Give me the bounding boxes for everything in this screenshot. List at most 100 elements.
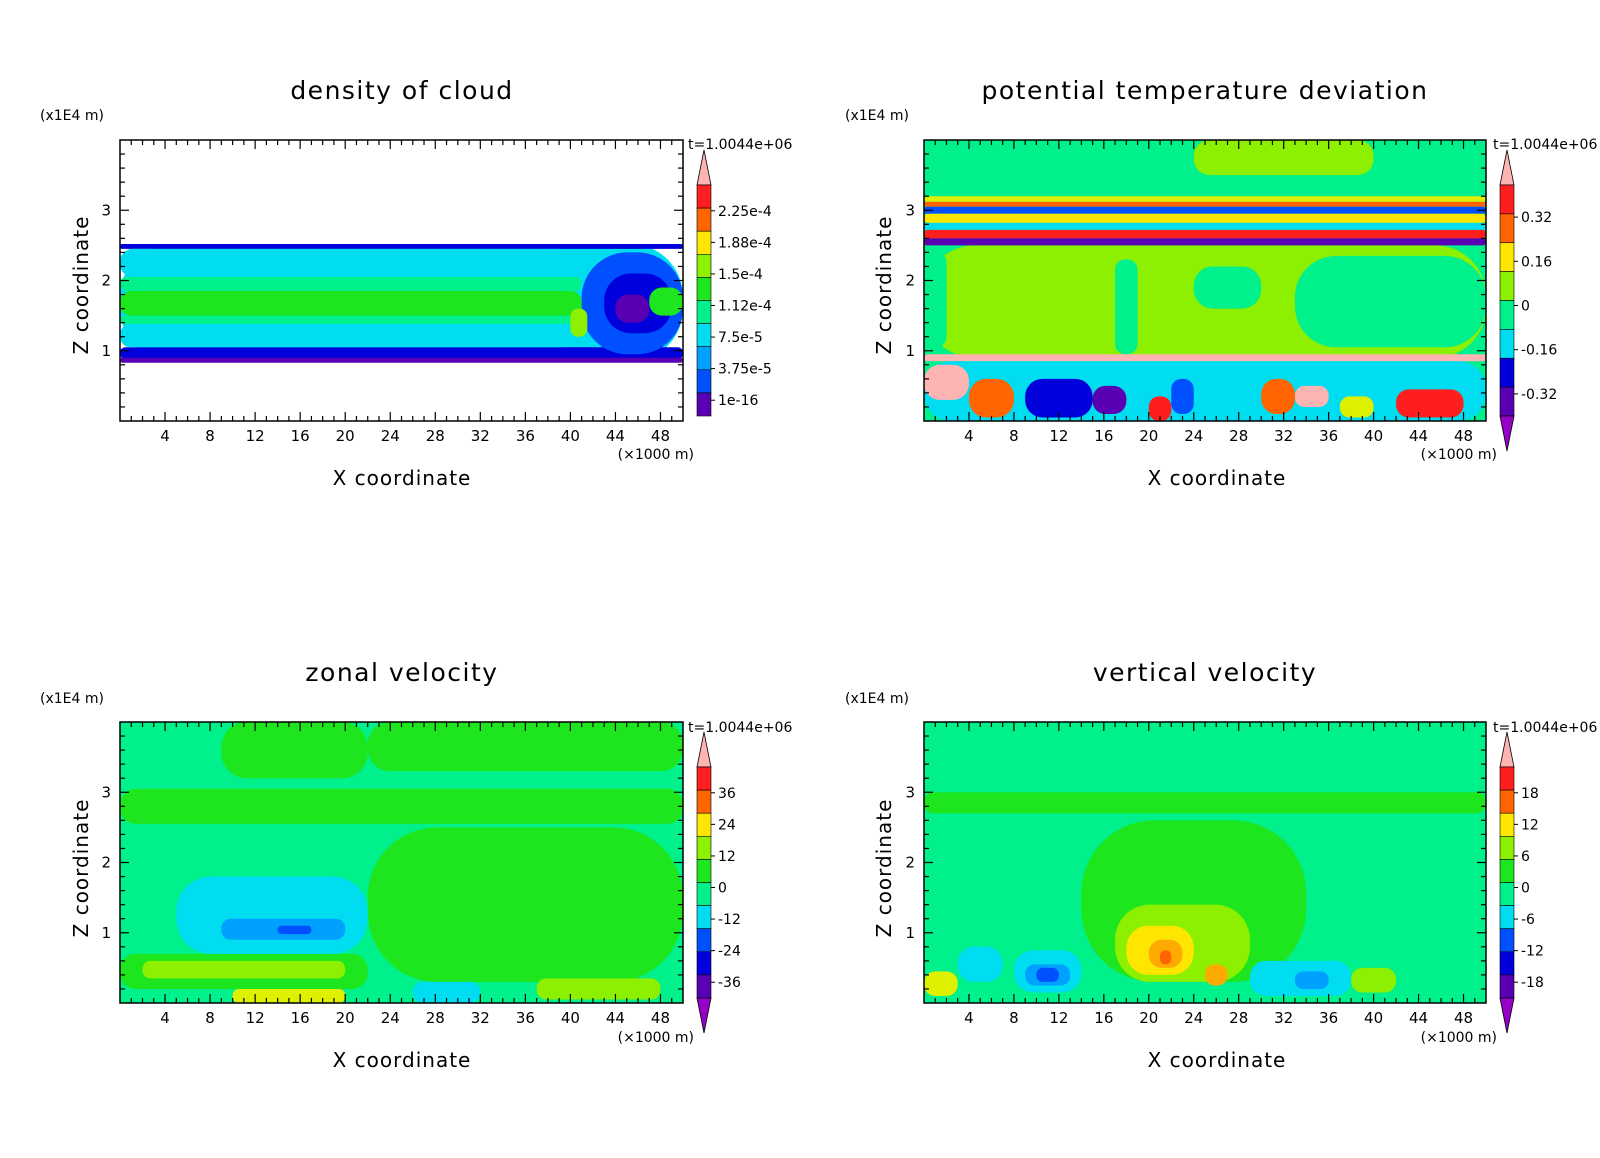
colorbar-arrow-bottom (696, 997, 712, 1034)
contour-region (277, 925, 312, 935)
contour-region (120, 315, 582, 325)
colorbar-segment (1499, 905, 1515, 929)
colorbar-segment (1499, 882, 1515, 906)
colorbar-label: 0.16 (1521, 254, 1552, 270)
x-tick-label: 16 (1094, 1009, 1113, 1027)
x-axis-label: X coordinate (1148, 466, 1287, 490)
colorbar-label: 0 (1521, 299, 1530, 315)
contour-region (1339, 396, 1374, 418)
x-unit-label: (×1000 m) (1421, 447, 1497, 463)
x-tick-label: 8 (205, 427, 215, 445)
contour-region (1160, 950, 1172, 965)
y-unit-label: (x1E4 m) (40, 108, 104, 124)
colorbar-segment (696, 951, 712, 976)
contour-region (221, 722, 368, 779)
chart-title: vertical velocity (1093, 658, 1317, 687)
colorbar-segment (696, 207, 712, 232)
contour-region (924, 213, 1486, 223)
colorbar-label: 1.12e-4 (718, 299, 772, 315)
x-tick-label: 48 (651, 427, 670, 445)
x-tick-label: 20 (336, 1009, 355, 1027)
colorbar-segment (1499, 357, 1515, 388)
x-tick-label: 4 (160, 1009, 170, 1027)
colorbar-label: -36 (718, 975, 741, 991)
colorbar-label: -12 (1521, 944, 1544, 960)
colorbar-segment (1499, 242, 1515, 272)
x-tick-label: 32 (471, 427, 490, 445)
contour-region (957, 946, 1003, 982)
colorbar-segment (696, 369, 712, 394)
x-tick-label: 24 (1184, 427, 1203, 445)
y-tick-label: 3 (905, 201, 915, 219)
x-unit-label: (×1000 m) (618, 1030, 694, 1046)
colorbar-segment (696, 184, 712, 209)
panel-vertical-velocity: vertical velocity (x1E4 m) t=1.0044e+06 … (845, 658, 1597, 1072)
colorbar-segment (696, 323, 712, 348)
colorbar-segment (696, 392, 712, 417)
x-tick-label: 40 (1364, 427, 1383, 445)
contour-region (176, 876, 368, 954)
colorbar-segment (1499, 859, 1515, 883)
x-tick-label: 48 (1454, 1009, 1473, 1027)
colorbar-segment (1499, 271, 1515, 301)
contour-region (924, 792, 1486, 814)
contour-field (924, 140, 1486, 421)
chart-title: density of cloud (290, 76, 513, 105)
colorbar-label: 1e-16 (718, 393, 758, 409)
x-tick-label: 36 (1319, 427, 1338, 445)
x-tick-label: 48 (651, 1009, 670, 1027)
x-tick-label: 32 (471, 1009, 490, 1027)
y-tick-label: 1 (905, 924, 915, 942)
y-axis-label: Z coordinate (69, 216, 93, 355)
y-tick-label: 3 (101, 201, 111, 219)
contour-region (649, 287, 683, 316)
contour-region (1396, 389, 1464, 418)
contour-region (232, 988, 346, 1003)
x-tick-label: 12 (246, 427, 265, 445)
contour-region (367, 827, 683, 982)
contour-region (1115, 259, 1138, 355)
contour-region (615, 294, 650, 323)
x-tick-label: 20 (1139, 1009, 1158, 1027)
x-tick-label: 28 (1229, 1009, 1248, 1027)
x-tick-label: 16 (291, 1009, 310, 1027)
y-unit-label: (x1E4 m) (845, 108, 909, 124)
time-label: t=1.0044e+06 (1493, 137, 1597, 153)
contour-region (1025, 378, 1093, 418)
colorbar-label: 2.25e-4 (718, 204, 772, 220)
x-tick-label: 24 (1184, 1009, 1203, 1027)
colorbar-segment (1499, 812, 1515, 837)
contour-region (536, 978, 661, 1000)
x-tick-label: 28 (426, 1009, 445, 1027)
colorbar-segment (1499, 835, 1515, 860)
colorbar-segment (1499, 951, 1515, 976)
x-tick-label: 48 (1454, 427, 1473, 445)
colorbar-segment (1499, 974, 1515, 999)
contour-region (120, 324, 571, 348)
contour-region (968, 378, 1014, 418)
colorbar-segment (696, 835, 712, 860)
colorbar-label: 0 (1521, 881, 1530, 897)
colorbar-label: -18 (1521, 975, 1544, 991)
contour-region (120, 291, 582, 316)
colorbar-segment (696, 974, 712, 999)
colorbar-label: 12 (718, 849, 736, 865)
colorbar-segment (696, 905, 712, 929)
x-tick-label: 16 (291, 427, 310, 445)
contour-region (570, 308, 588, 337)
y-tick-label: 3 (905, 783, 915, 801)
x-tick-label: 16 (1094, 427, 1113, 445)
contour-region (1351, 967, 1397, 993)
colorbar-label: 18 (1521, 786, 1539, 802)
x-axis-label: X coordinate (1148, 1048, 1287, 1072)
contour-region (120, 347, 683, 360)
colorbar-arrow-top (1499, 731, 1515, 768)
contour-region (1294, 971, 1329, 989)
colorbar: 2.25e-4 1.88e-4 1.5e-4 1.12e-4 7.5e-5 3.75e-5… (696, 149, 772, 417)
colorbar-segment (1499, 329, 1515, 359)
contour-region (924, 252, 947, 348)
colorbar-segment (1499, 386, 1515, 417)
y-axis-label: Z coordinate (872, 799, 896, 938)
contour-region (1294, 385, 1329, 407)
colorbar-arrow-bottom (1499, 415, 1515, 452)
